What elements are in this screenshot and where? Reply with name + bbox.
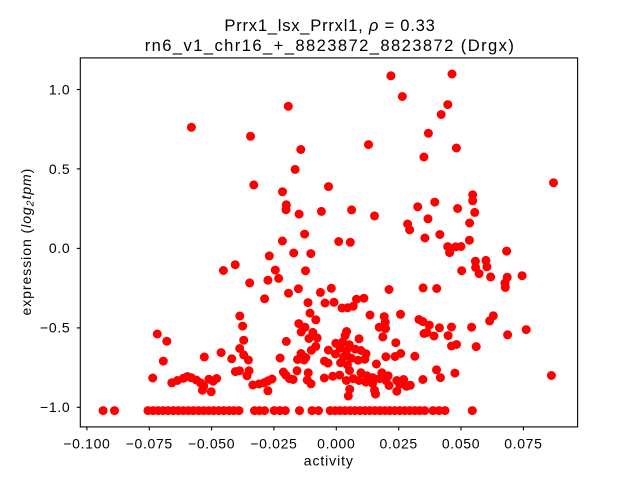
svg-text:0.5: 0.5 <box>49 161 70 177</box>
svg-text:expression (log2tpm): expression (log2tpm) <box>18 168 37 316</box>
svg-text:−0.025: −0.025 <box>250 436 297 452</box>
svg-text:1.0: 1.0 <box>49 81 70 97</box>
svg-text:Prrx1_lsx_Prrxl1, ρ = 0.33: Prrx1_lsx_Prrxl1, ρ = 0.33 <box>224 16 435 35</box>
svg-text:−0.050: −0.050 <box>188 436 235 452</box>
svg-text:−0.5: −0.5 <box>40 320 70 336</box>
svg-text:−0.075: −0.075 <box>126 436 173 452</box>
svg-text:0.000: 0.000 <box>317 436 355 452</box>
svg-text:−1.0: −1.0 <box>40 399 70 415</box>
svg-text:rn6_v1_chr16_+_8823872_8823872: rn6_v1_chr16_+_8823872_8823872 (Drgx) <box>145 36 516 55</box>
svg-text:0.050: 0.050 <box>442 436 480 452</box>
svg-text:0.075: 0.075 <box>504 436 542 452</box>
svg-text:0.0: 0.0 <box>49 240 70 256</box>
svg-text:activity: activity <box>304 453 354 469</box>
svg-text:0.025: 0.025 <box>380 436 418 452</box>
svg-text:−0.100: −0.100 <box>63 436 110 452</box>
